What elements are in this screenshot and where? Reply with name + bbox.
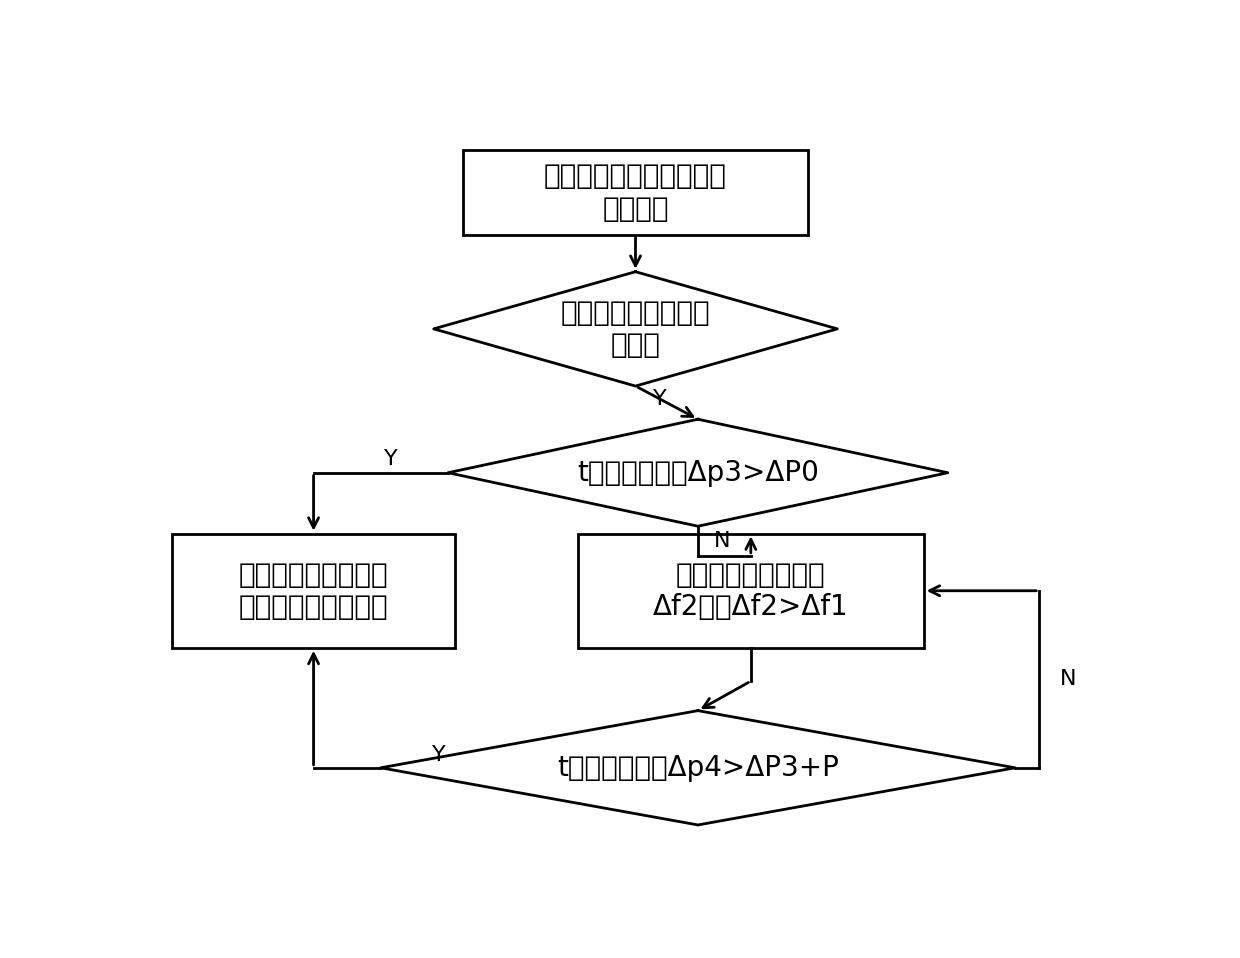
Text: Y: Y — [432, 744, 445, 764]
Bar — [578, 534, 924, 648]
Bar — [463, 150, 808, 235]
Text: Y: Y — [383, 449, 397, 469]
Bar — [172, 534, 455, 648]
Text: t时间内，压差Δp4>ΔP3+P: t时间内，压差Δp4>ΔP3+P — [557, 754, 839, 782]
Text: 压缩机运行频率调节
Δf2，且Δf2>Δf1: 压缩机运行频率调节 Δf2，且Δf2>Δf1 — [653, 560, 848, 621]
Text: 换向成功，压缩机按
照调节后的频率运行: 换向成功，压缩机按 照调节后的频率运行 — [239, 560, 388, 621]
Text: N: N — [1060, 670, 1076, 689]
Text: 机组停机，并按初始命令
重新运行: 机组停机，并按初始命令 重新运行 — [544, 162, 727, 222]
Text: 四通阀是否接收到换
向指令: 四通阀是否接收到换 向指令 — [560, 299, 711, 359]
Text: N: N — [714, 531, 730, 551]
Text: t时间内，压差Δp3>ΔP0: t时间内，压差Δp3>ΔP0 — [577, 459, 818, 487]
Text: Y: Y — [652, 389, 666, 409]
